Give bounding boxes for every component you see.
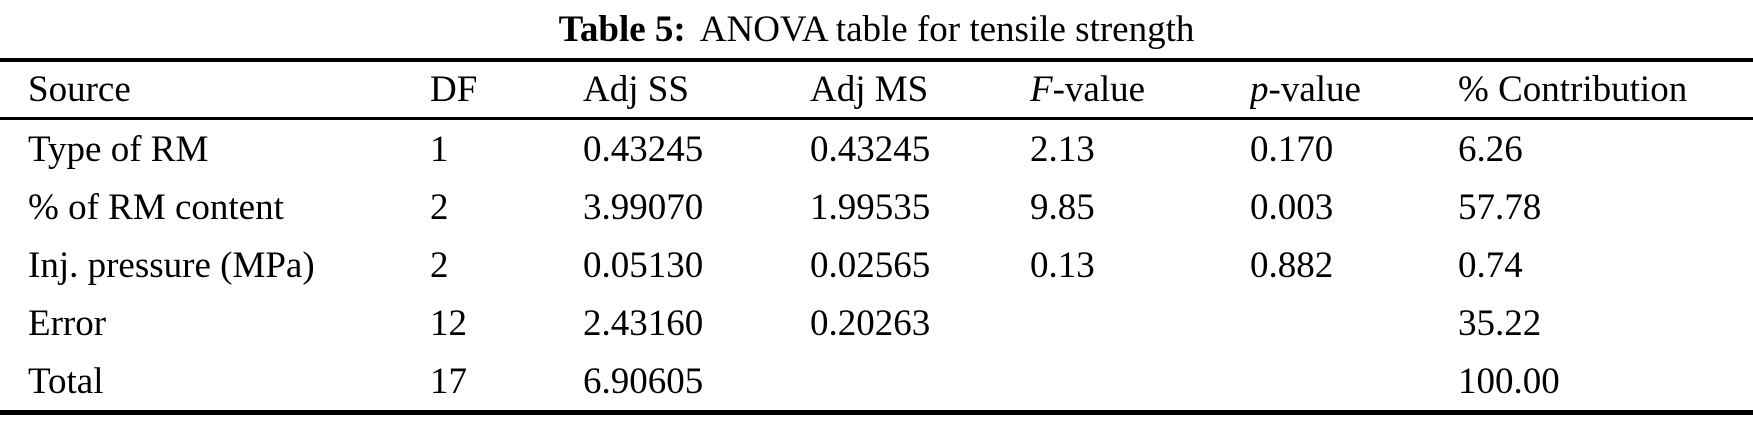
f-symbol: F xyxy=(1030,69,1053,110)
cell-p-value: 0.882 xyxy=(1250,244,1334,286)
cell-df: 2 xyxy=(430,186,449,228)
cell-df: 12 xyxy=(430,302,467,344)
cell-contribution: 6.26 xyxy=(1458,128,1523,170)
cell-f-value: 0.13 xyxy=(1030,244,1095,286)
cell-adj-ms: 0.20263 xyxy=(810,302,931,344)
col-header-df: DF xyxy=(430,62,583,120)
cell-source: Total xyxy=(28,360,104,402)
cell-adj-ms: 0.43245 xyxy=(810,128,931,170)
cell-contribution: 100.00 xyxy=(1458,360,1560,402)
cell-source: % of RM content xyxy=(28,186,284,228)
col-header-source: Source xyxy=(0,62,430,120)
col-header-contribution: % Contribution xyxy=(1458,62,1753,120)
cell-adj-ss: 6.90605 xyxy=(583,360,704,402)
col-header-f-value: F-value xyxy=(1030,62,1250,120)
p-symbol: p xyxy=(1250,69,1269,110)
cell-df: 17 xyxy=(430,360,467,402)
cell-f-value xyxy=(1030,294,1250,352)
header-row: Source DF Adj SS Adj MS F-value p-value … xyxy=(0,62,1753,120)
col-header-p-value: p-value xyxy=(1250,62,1458,120)
table-caption: Table 5: ANOVA table for tensile strengt… xyxy=(0,0,1753,58)
cell-adj-ms: 1.99535 xyxy=(810,186,931,228)
cell-contribution: 57.78 xyxy=(1458,186,1542,228)
cell-contribution: 0.74 xyxy=(1458,244,1523,286)
cell-f-value: 9.85 xyxy=(1030,186,1095,228)
table-row-error: Error 12 2.43160 0.20263 35.22 xyxy=(0,294,1753,352)
col-header-adj-ms: Adj MS xyxy=(810,62,1030,120)
cell-p-value xyxy=(1250,352,1458,410)
cell-adj-ms: 0.02565 xyxy=(810,244,931,286)
cell-adj-ss: 0.43245 xyxy=(583,128,704,170)
cell-contribution: 35.22 xyxy=(1458,302,1542,344)
cell-adj-ss: 0.05130 xyxy=(583,244,704,286)
col-header-adj-ss: Adj SS xyxy=(583,62,810,120)
anova-table: Source DF Adj SS Adj MS F-value p-value … xyxy=(0,62,1753,410)
cell-adj-ss: 2.43160 xyxy=(583,302,704,344)
cell-p-value: 0.003 xyxy=(1250,186,1334,228)
cell-f-value: 2.13 xyxy=(1030,128,1095,170)
table-caption-text: ANOVA table for tensile strength xyxy=(699,8,1195,50)
table-row-total: Total 17 6.90605 100.00 xyxy=(0,352,1753,410)
cell-f-value xyxy=(1030,352,1250,410)
cell-source: Inj. pressure (MPa) xyxy=(28,244,315,286)
cell-adj-ss: 3.99070 xyxy=(583,186,704,228)
cell-p-value: 0.170 xyxy=(1250,128,1334,170)
table-row-type-of-rm: Type of RM 1 0.43245 0.43245 2.13 0.170 … xyxy=(0,119,1753,179)
table-row-inj-pressure: Inj. pressure (MPa) 2 0.05130 0.02565 0.… xyxy=(0,236,1753,294)
table-row-rm-content: % of RM content 2 3.99070 1.99535 9.85 0… xyxy=(0,178,1753,236)
table-caption-label: Table 5: xyxy=(558,8,686,50)
cell-p-value xyxy=(1250,294,1458,352)
cell-source: Error xyxy=(28,302,107,344)
cell-adj-ms xyxy=(810,352,1030,410)
cell-source: Type of RM xyxy=(28,128,209,170)
cell-df: 1 xyxy=(430,128,449,170)
anova-table-container: Source DF Adj SS Adj MS F-value p-value … xyxy=(0,58,1753,415)
cell-df: 2 xyxy=(430,244,449,286)
